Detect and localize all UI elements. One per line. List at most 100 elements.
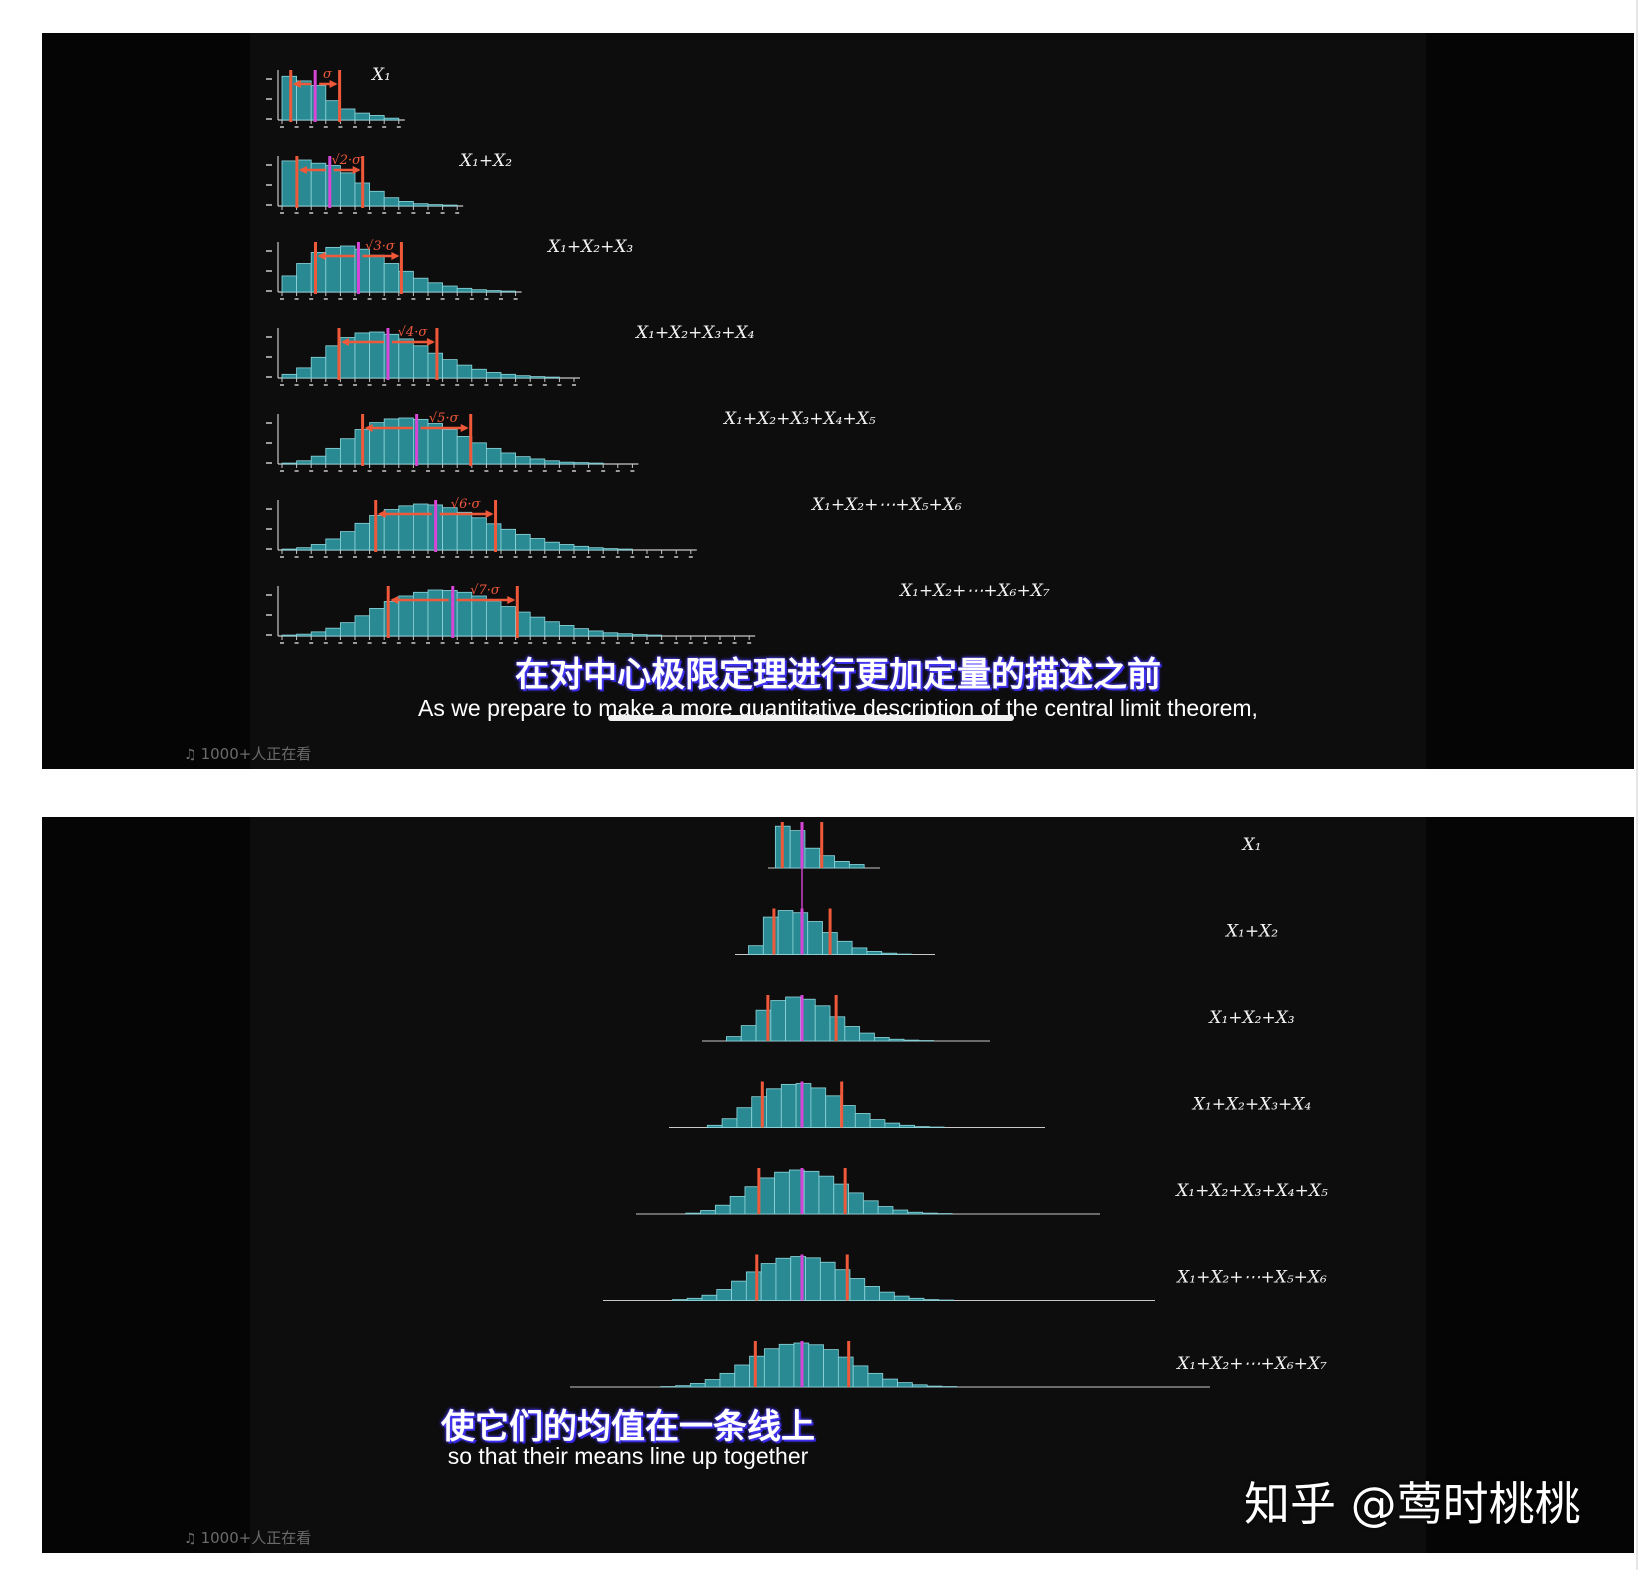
histogram-bar (442, 204, 458, 207)
sd-label: √4·σ (398, 325, 429, 340)
histogram-bar (383, 263, 400, 293)
x-tick-label (338, 126, 343, 128)
x-tick-label (411, 298, 416, 300)
histogram-bar (836, 940, 853, 955)
histogram-bar (646, 634, 663, 637)
x-tick-label (747, 642, 752, 644)
histogram-bar (339, 622, 356, 637)
x-tick-label (280, 298, 284, 300)
x-tick-label (280, 642, 284, 644)
video-frame-top[interactable]: σ X₁ √2·σ X₁+X₂ √3·σ X₁+X₂+X₃ √4·σ X₁+X₂+X₃+X₄ √… (42, 33, 1634, 769)
y-tick-label (266, 118, 272, 120)
x-tick-label (396, 298, 401, 300)
histogram-bar (805, 1257, 821, 1301)
histogram-bar (296, 367, 312, 379)
histogram-bar (383, 117, 400, 121)
histogram-bar (617, 548, 633, 551)
histogram-bar (602, 548, 619, 551)
histogram-bar (893, 1295, 910, 1301)
histogram-bar (892, 1209, 909, 1215)
histogram-bar (785, 996, 801, 1042)
histogram-bar (369, 608, 385, 637)
x-tick-label (396, 642, 401, 644)
histogram-bar (573, 462, 590, 465)
x-tick-label (469, 298, 474, 300)
histogram-bar (339, 172, 356, 207)
y-tick-label (266, 508, 272, 510)
histogram-bar (888, 1038, 905, 1042)
row-label: X₁+X₂+X₃+X₄+X₅ (1174, 1181, 1328, 1201)
y-tick-label (266, 356, 272, 358)
row-label: X₁+X₂+⋯+X₅+X₆ (810, 495, 962, 515)
arrow-head (507, 596, 516, 604)
arrow-head (377, 510, 386, 518)
x-tick-label (323, 212, 328, 214)
x-tick-label (353, 298, 357, 300)
row-label: X₁+X₂+X₃+X₄+X₅ (722, 409, 876, 429)
histogram-bar (911, 1384, 928, 1388)
video-frame-bottom[interactable]: X₁ X₁+X₂ X₁+X₂+X₃ X₁+X₂+X₃+X₄ X₁+X₂+X₃+X₄+X₅… (42, 817, 1634, 1553)
x-tick-label (280, 556, 284, 558)
histogram-bar (914, 1126, 930, 1128)
x-tick-label (572, 556, 576, 558)
viewer-count: ♫ 1000+人正在看 (184, 743, 311, 764)
x-tick-label (688, 556, 693, 558)
histogram-bar (544, 376, 560, 379)
histogram-bar (869, 1119, 886, 1128)
histogram-bar (339, 438, 356, 465)
x-tick-label (586, 556, 591, 558)
histogram-bar (412, 345, 429, 379)
histogram-bar (529, 538, 546, 551)
x-tick-label (294, 556, 299, 558)
x-tick-label (338, 642, 343, 644)
histogram-bar (412, 203, 429, 207)
y-tick-label (266, 548, 272, 550)
histogram-bar (745, 1271, 762, 1301)
x-tick-label (703, 642, 708, 644)
sd-label: σ (323, 67, 333, 82)
histogram-bar (281, 462, 298, 465)
histogram-bar (383, 418, 400, 465)
histogram-bar (281, 373, 298, 379)
headphone-icon: ♫ (184, 1531, 197, 1547)
x-tick-label (630, 470, 635, 472)
y-tick-label (266, 164, 272, 166)
histogram-bar (296, 159, 312, 207)
histogram-bar (716, 1289, 732, 1301)
x-tick-label (455, 298, 460, 300)
x-tick-label (528, 470, 533, 472)
x-tick-label (396, 470, 401, 472)
histogram-bar (700, 1210, 716, 1215)
x-tick-label (469, 470, 474, 472)
subtitle-english: so that their means line up together (447, 1443, 809, 1469)
histogram-bar (369, 254, 385, 293)
histogram-bar (456, 364, 473, 379)
x-tick-label (513, 470, 518, 472)
y-tick-label (266, 614, 272, 616)
x-tick-label (557, 470, 562, 472)
x-tick-label (499, 556, 503, 558)
y-tick-label (266, 442, 272, 444)
histogram-bar (588, 462, 604, 465)
x-tick-label (426, 212, 430, 214)
progress-bar[interactable] (608, 715, 1014, 721)
histogram-bar (281, 275, 298, 293)
y-tick-label (266, 98, 272, 100)
histogram-bar (500, 373, 517, 379)
x-tick-label (455, 384, 460, 386)
histogram-bar (864, 1286, 880, 1301)
histogram-bar (559, 625, 575, 637)
arrow-head (391, 252, 400, 260)
histogram-bar (759, 1177, 775, 1215)
histogram-bar (731, 1280, 747, 1301)
histogram-bar (810, 1087, 827, 1128)
x-tick-label (353, 384, 357, 386)
y-tick-label (266, 204, 272, 206)
x-tick-label (630, 642, 635, 644)
x-tick-label (338, 298, 343, 300)
x-tick-label (323, 642, 328, 644)
y-tick-label (266, 184, 272, 186)
x-tick-label (309, 298, 314, 300)
histogram-bar (398, 505, 414, 551)
histogram-bar (573, 628, 590, 637)
